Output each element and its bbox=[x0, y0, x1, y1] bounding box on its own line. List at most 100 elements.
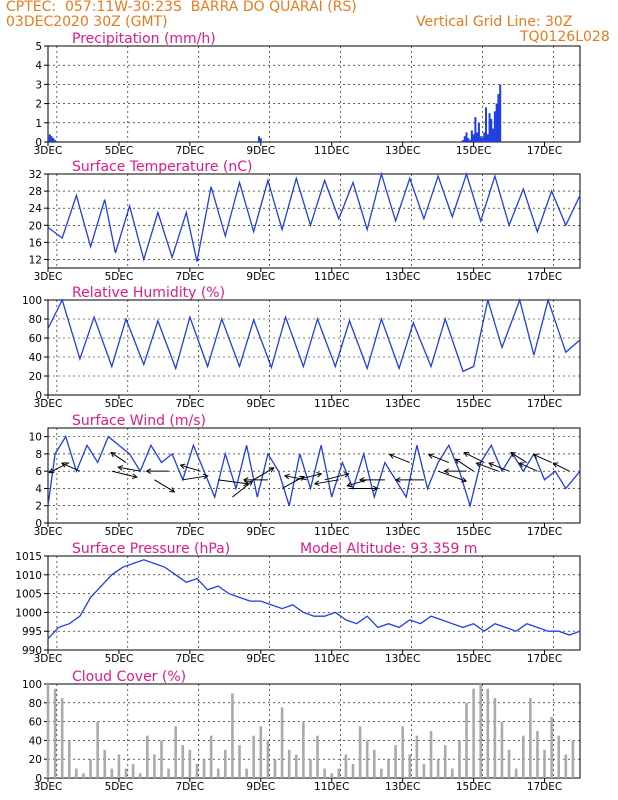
x-tick-label: 5DEC bbox=[105, 271, 134, 283]
wind-arrow bbox=[347, 479, 368, 487]
wind-arrow-head bbox=[443, 468, 450, 475]
cloud-bar bbox=[436, 759, 440, 778]
wind-arrow-head bbox=[461, 477, 468, 483]
panel-title: Surface Pressure (hPa) bbox=[72, 541, 230, 557]
cloud-bar bbox=[536, 731, 539, 778]
cloud-bar bbox=[394, 745, 397, 778]
wind-arrow bbox=[314, 479, 339, 485]
cloud-bar bbox=[231, 693, 234, 778]
x-tick-label: 13DEC bbox=[385, 398, 420, 410]
cloud-bar bbox=[316, 735, 319, 778]
cloud-bar bbox=[117, 754, 121, 778]
precip-bar bbox=[48, 134, 51, 142]
x-tick-label: 15DEC bbox=[456, 145, 491, 157]
wind-arrow bbox=[111, 470, 137, 478]
y-tick-label: 100 bbox=[22, 679, 42, 691]
cloud-bar bbox=[266, 740, 270, 778]
y-tick-label: 0 bbox=[35, 773, 42, 785]
precip-bar bbox=[472, 134, 475, 142]
cloud-bar bbox=[380, 768, 383, 778]
y-tick-label: 80 bbox=[29, 314, 42, 326]
x-tick-label: 11DEC bbox=[314, 781, 349, 793]
cloud-bar bbox=[75, 768, 78, 778]
y-tick-label: 1010 bbox=[15, 570, 42, 582]
precip-bar bbox=[476, 132, 479, 142]
panel-frame bbox=[47, 555, 581, 651]
wind-arrow bbox=[455, 458, 474, 472]
y-tick-label: 100 bbox=[22, 295, 42, 307]
y-tick-label: 32 bbox=[29, 169, 42, 181]
panel-title: Relative Humidity (%) bbox=[72, 285, 225, 301]
panel-frame bbox=[47, 45, 581, 143]
cloud-bar bbox=[153, 754, 156, 778]
precip-bar bbox=[259, 138, 262, 142]
cloud-bar bbox=[302, 721, 305, 778]
wind-arrow-head bbox=[532, 453, 539, 459]
precip-bar bbox=[467, 138, 470, 142]
x-tick-label: 9DEC bbox=[246, 526, 275, 538]
x-tick-label: 17DEC bbox=[527, 526, 562, 538]
y-tick-label: 20 bbox=[29, 371, 42, 383]
cloud-bar bbox=[209, 735, 213, 778]
x-tick-label: 9DEC bbox=[246, 781, 275, 793]
cloud-bar bbox=[429, 731, 433, 778]
wind-arrow bbox=[488, 462, 510, 472]
wind-arrow-head bbox=[313, 480, 320, 486]
precip-bar bbox=[481, 138, 484, 142]
cloud-bar bbox=[238, 745, 241, 778]
wind-arrow-head bbox=[117, 465, 124, 471]
cloud-bar bbox=[103, 749, 107, 778]
x-tick-label: 5DEC bbox=[105, 526, 134, 538]
wind-arrow-head bbox=[427, 453, 434, 459]
precip-bar bbox=[470, 130, 473, 142]
y-tick-label: 24 bbox=[29, 203, 43, 215]
wind-arrow-head bbox=[283, 473, 290, 480]
wind-arrow-head bbox=[60, 462, 67, 468]
cloud-bar bbox=[564, 754, 568, 778]
precip-bar bbox=[50, 136, 53, 142]
wind-arrow bbox=[324, 473, 349, 481]
wind-arrow-head bbox=[509, 451, 516, 458]
cloud-bar bbox=[160, 740, 163, 778]
model-id: TQ0126L028 bbox=[520, 29, 610, 45]
cloud-bar bbox=[571, 740, 575, 778]
x-tick-label: 7DEC bbox=[175, 145, 204, 157]
x-tick-label: 13DEC bbox=[385, 781, 420, 793]
cloud-bar bbox=[46, 684, 50, 778]
model-altitude: Model Altitude: 93.359 m bbox=[300, 541, 477, 557]
wind-arrow-head bbox=[110, 451, 117, 458]
x-tick-label: 7DEC bbox=[175, 653, 204, 665]
wind-arrow bbox=[180, 464, 201, 472]
x-tick-label: 13DEC bbox=[385, 145, 420, 157]
y-tick-label: 1015 bbox=[15, 551, 42, 563]
x-tick-label: 3DEC bbox=[34, 145, 63, 157]
wind-arrow-head bbox=[372, 485, 379, 492]
grid-line-note: Vertical Grid Line: 30Z bbox=[416, 14, 573, 30]
x-tick-label: 15DEC bbox=[456, 653, 491, 665]
x-tick-label: 3DEC bbox=[34, 781, 63, 793]
y-tick-label: 4 bbox=[35, 60, 42, 72]
y-tick-label: 0 bbox=[35, 390, 42, 402]
x-tick-label: 5DEC bbox=[105, 781, 134, 793]
series-line bbox=[47, 171, 581, 262]
cloud-bar bbox=[415, 735, 419, 778]
cloud-bar bbox=[245, 768, 248, 778]
wind-arrow bbox=[519, 462, 538, 472]
station-title: CPTEC: 057:11W-30:23S BARRA DO QUARAI (R… bbox=[6, 0, 357, 15]
x-tick-label: 15DEC bbox=[456, 271, 491, 283]
wind-arrow-head bbox=[247, 480, 254, 486]
wind-arrow-head bbox=[346, 481, 353, 488]
x-tick-label: 5DEC bbox=[105, 145, 134, 157]
y-tick-label: 20 bbox=[29, 220, 42, 232]
cloud-bar bbox=[67, 740, 71, 778]
x-tick-label: 3DEC bbox=[34, 526, 63, 538]
cloud-bar bbox=[451, 768, 454, 778]
wind-arrow-head bbox=[169, 487, 176, 493]
precip-bar bbox=[486, 134, 489, 142]
wind-arrow bbox=[49, 462, 70, 473]
x-tick-label: 9DEC bbox=[246, 653, 275, 665]
cloud-bar bbox=[479, 684, 482, 778]
cloud-bar bbox=[486, 688, 490, 778]
x-tick-label: 3DEC bbox=[34, 398, 63, 410]
series-line bbox=[47, 297, 581, 373]
